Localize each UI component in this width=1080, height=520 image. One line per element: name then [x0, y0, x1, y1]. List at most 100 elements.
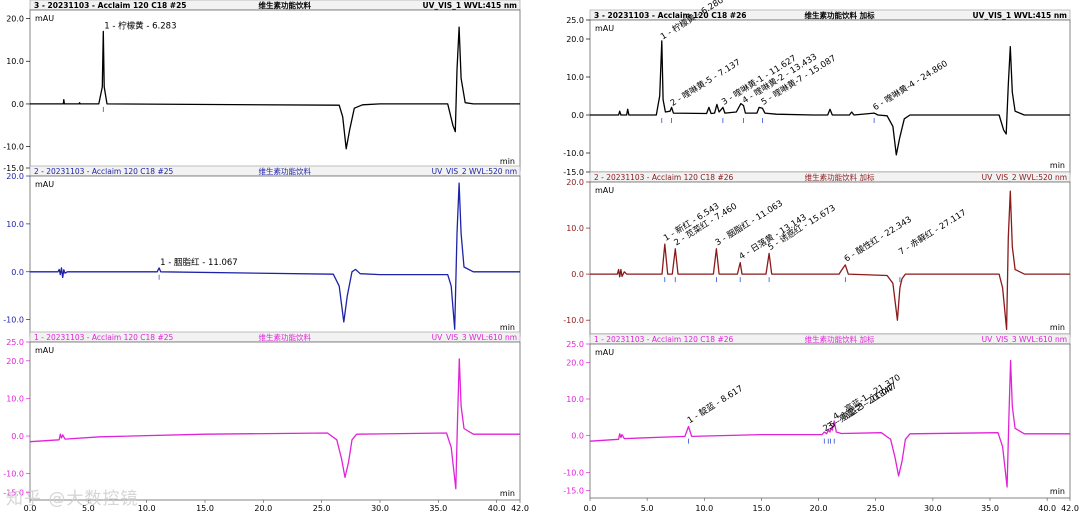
y-tick-label: 25.0: [566, 16, 584, 25]
y-tick-label: 20.0: [566, 358, 584, 367]
y-axis-label: mAU: [595, 186, 614, 195]
y-tick-label: -10.0: [563, 149, 584, 158]
y-axis-label: mAU: [595, 24, 614, 33]
panel-header-left: 2 - 20231103 - Acclaim 120 C18 #26: [594, 173, 734, 182]
y-axis-label: mAU: [35, 346, 54, 355]
panel-header-center: 维生素功能饮料: [259, 0, 312, 10]
panel-header-center: 维生素功能饮料 加标: [805, 334, 875, 344]
y-tick-label: 0.0: [11, 100, 24, 109]
x-tick-label: 40.0: [488, 504, 506, 513]
x-tick-label: 25.0: [313, 504, 331, 513]
y-tick-label: 10.0: [6, 57, 24, 66]
y-axis-label: mAU: [35, 180, 54, 189]
plot-area: [29, 341, 521, 501]
y-axis-label: mAU: [595, 348, 614, 357]
panel-header-right: UV_VIS_3 WVL:610 nm: [982, 335, 1067, 344]
panel-header-right: UV_VIS_1 WVL:415 nm: [423, 1, 518, 10]
x-axis-label: min: [500, 323, 515, 332]
x-axis-label: min: [1050, 323, 1065, 332]
y-tick-label: -15.0: [3, 164, 24, 173]
y-tick-label: -10.0: [563, 316, 584, 325]
y-tick-label: 0.0: [11, 268, 24, 277]
y-tick-label: 20.0: [6, 357, 24, 366]
y-tick-label: 20.0: [6, 15, 24, 24]
panel-header-right: UV_VIS_2 WVL:520 nm: [982, 173, 1067, 182]
plot-area: [589, 343, 1071, 499]
x-axis-label: min: [500, 157, 515, 166]
y-tick-label: -10.0: [3, 143, 24, 152]
x-axis-label: min: [1050, 487, 1065, 496]
x-tick-label: 35.0: [981, 504, 999, 513]
x-tick-label: 30.0: [924, 504, 942, 513]
y-tick-label: 10.0: [566, 224, 584, 233]
panel-header-right: UV_VIS_3 WVL:610 nm: [432, 333, 517, 342]
panel-header-right: UV_VIS_1 WVL:415 nm: [973, 11, 1068, 20]
x-tick-label: 10.0: [695, 504, 713, 513]
panel-header-left: 3 - 20231103 - Acclaim 120 C18 #26: [594, 11, 747, 20]
y-axis-label: mAU: [35, 14, 54, 23]
chart-panel-right-1: 3 - 20231103 - Acclaim 120 C18 #26 维生素功能饮…: [563, 0, 1071, 177]
series-line: [30, 26, 520, 150]
chart-panel-left-2: 2 - 20231103 - Acclaim 120 C18 #25 维生素功能饮…: [3, 165, 521, 337]
panel-header-left: 1 - 20231103 - Acclaim 120 C18 #25: [34, 333, 174, 342]
series-line: [590, 190, 1070, 331]
chart-panel-right-3: 1 - 20231103 - Acclaim 120 C18 #26 维生素功能饮…: [563, 333, 1071, 501]
x-axis-label: min: [1050, 161, 1065, 170]
series-line: [590, 40, 1070, 156]
peak-label: 1 - 柠檬黄 - 6.283: [104, 20, 176, 31]
panel-header-left: 2 - 20231103 - Acclaim 120 C18 #25: [34, 167, 174, 176]
plot-area: [589, 19, 1071, 173]
x-tick-label: 30.0: [371, 504, 389, 513]
x-tick-label: 25.0: [867, 504, 885, 513]
y-tick-label: -15.0: [563, 487, 584, 496]
x-axis-label: min: [500, 489, 515, 498]
series-line: [589, 359, 1070, 488]
series-line: [29, 358, 520, 490]
panel-header-center: 维生素功能饮料 加标: [805, 172, 875, 182]
y-tick-label: 0.0: [571, 111, 584, 120]
x-tick-label: 5.0: [82, 504, 95, 513]
x-tick-label: 42.0: [511, 504, 529, 513]
watermark-text: 知乎 @大数控镜: [6, 489, 139, 509]
panel-header-center: 维生素功能饮料: [259, 166, 312, 176]
x-tick-label: 20.0: [254, 504, 272, 513]
y-tick-label: -10.0: [3, 316, 24, 325]
y-tick-label: 10.0: [6, 394, 24, 403]
x-tick-label: 0.0: [24, 504, 37, 513]
x-tick-label: 35.0: [429, 504, 447, 513]
chart-panel-right-2: 2 - 20231103 - Acclaim 120 C18 #26 维生素功能饮…: [563, 171, 1071, 337]
x-tick-label: 5.0: [641, 504, 654, 513]
y-tick-label: 0.0: [11, 432, 24, 441]
series-line: [30, 182, 520, 330]
y-tick-label: 20.0: [566, 178, 584, 187]
y-tick-label: -10.0: [563, 468, 584, 477]
y-tick-label: 25.0: [6, 338, 24, 347]
peak-label: 1 - 胭脂红 - 11.067: [160, 257, 238, 268]
panel-header-left: 1 - 20231103 - Acclaim 120 C18 #26: [594, 335, 734, 344]
y-tick-label: 10.0: [566, 395, 584, 404]
peak-label: 2: [822, 423, 832, 434]
x-tick-label: 15.0: [196, 504, 214, 513]
x-tick-label: 20.0: [810, 504, 828, 513]
y-tick-label: 0.0: [571, 270, 584, 279]
panel-header-center: 维生素功能饮料: [259, 332, 312, 342]
x-tick-label: 10.0: [138, 504, 156, 513]
chart-panel-left-3: 1 - 20231103 - Acclaim 120 C18 #25 维生素功能饮…: [3, 331, 521, 503]
y-tick-label: 20.0: [6, 172, 24, 181]
y-tick-label: 20.0: [566, 35, 584, 44]
y-tick-label: -10.0: [3, 470, 24, 479]
y-tick-label: -15.0: [3, 488, 24, 497]
plot-area: [29, 175, 521, 335]
plot-area: [589, 181, 1071, 335]
chart-panel-left-1: 3 - 20231103 - Acclaim 120 C18 #25 维生素功能饮…: [3, 0, 521, 173]
y-tick-label: 25.0: [566, 340, 584, 349]
panel-header-left: 3 - 20231103 - Acclaim 120 C18 #25: [34, 1, 187, 10]
plot-area: [29, 9, 521, 169]
y-tick-label: -15.0: [563, 168, 584, 177]
y-tick-label: 10.0: [6, 220, 24, 229]
panel-header-right: UV_VIS_2 WVL:520 nm: [432, 167, 517, 176]
x-tick-label: 40.0: [1038, 504, 1056, 513]
x-tick-label: 15.0: [753, 504, 771, 513]
